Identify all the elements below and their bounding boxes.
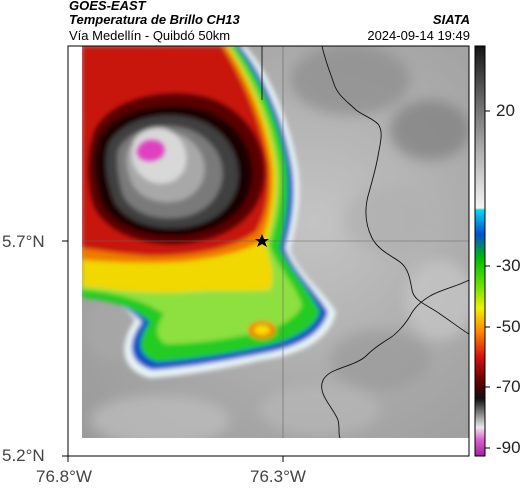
colorbar [475,46,485,456]
colorbar-tick-label: -90 [496,438,521,457]
lat-tick-label: 5.2°N [2,446,45,465]
region-label: Vía Medellín - Quibdó 50km [69,28,231,43]
location-star-marker [255,234,269,247]
admin-borders [261,46,469,438]
product-title: Temperatura de Brillo CH13 [69,12,240,27]
colorbar-tick-label: -50 [496,317,521,336]
lon-tick-label: 76.3°W [250,467,306,486]
coldest-cloud-top [136,140,165,161]
source-label: SIATA [432,12,470,27]
colorbar-tick-label: 20 [496,101,515,120]
satellite-image [82,46,469,438]
lat-tick-label: 5.7°N [2,232,45,251]
map-frame [67,45,470,457]
satellite-name: GOES-EAST [69,0,146,13]
colorbar-tick-label: -30 [496,256,521,275]
lon-tick-label: 76.8°W [36,467,92,486]
datetime-label: 2024-09-14 19:49 [367,28,470,43]
colorbar-tick-label: -70 [496,377,521,396]
